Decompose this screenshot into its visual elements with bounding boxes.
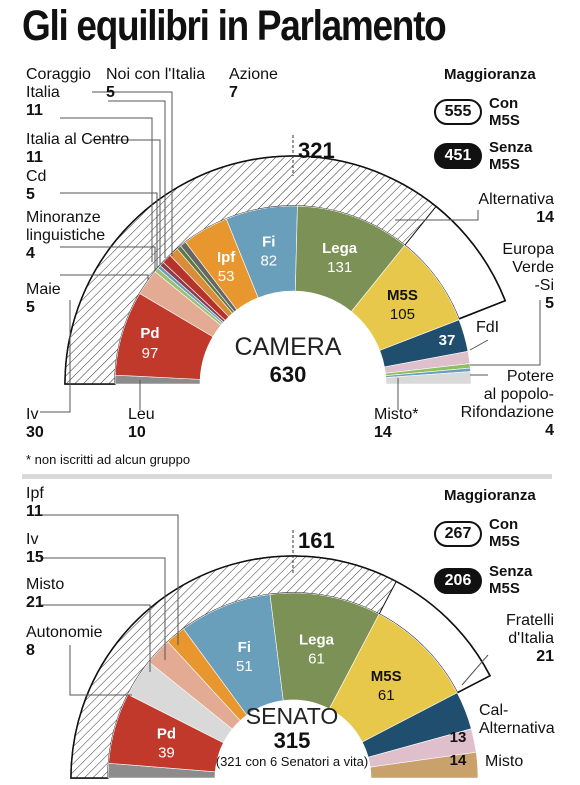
- maggioranza-label: Maggioranza: [444, 487, 536, 504]
- segment-label-pd: Pd: [157, 725, 176, 742]
- segment-value-m5s: 61: [378, 687, 395, 704]
- chamber-total: 315: [274, 728, 311, 753]
- leader-line: [469, 339, 489, 351]
- label-italia-centro: Italia al Centro 11: [26, 131, 130, 166]
- segment-misto: [385, 371, 472, 385]
- label-iv-senato: Iv 15: [26, 531, 44, 566]
- label-iv: Iv 30: [26, 406, 44, 441]
- segment-value-misto-right: 14: [450, 752, 467, 769]
- segment-value-ipf: 53: [218, 268, 235, 285]
- leader-line: [90, 139, 161, 265]
- label-ipf: Ipf 11: [26, 485, 44, 520]
- segment-value-fi: 82: [260, 253, 277, 270]
- segment-value-pd: 97: [142, 345, 159, 362]
- label-cd: Cd 5: [26, 168, 47, 203]
- chamber-label: CAMERA: [235, 333, 342, 361]
- majority-con-pill: 267: [434, 521, 482, 547]
- leader-line: [60, 117, 153, 262]
- majority-senza-label: Senza M5S: [489, 139, 533, 173]
- leader-line: [69, 645, 132, 696]
- segment-value-lega: 61: [308, 651, 325, 668]
- label-misto: Misto* 14: [374, 406, 419, 441]
- senato-chart: Pd 39 Fi 51 Lega 61 M5S 61 13 14 161 SENATO 315 (…: [40, 514, 492, 779]
- leader-line: [60, 246, 156, 271]
- label-cal-alternativa: Cal- Alternativa: [479, 702, 555, 737]
- majority-con-label: Con M5S: [489, 516, 520, 550]
- leader-line: [40, 300, 71, 413]
- label-coraggio: Coraggio Italia 11: [26, 66, 91, 119]
- label-europa-verde: Europa Verde -Si 5: [502, 241, 554, 312]
- segment-value-cal-alternativa: 13: [450, 729, 467, 746]
- segment-value-fi: 51: [236, 658, 253, 675]
- chamber-total: 630: [270, 362, 307, 387]
- maggioranza-label: Maggioranza: [444, 66, 536, 83]
- segment-value-fdi: 37: [439, 332, 456, 349]
- majority-threshold: 161: [298, 528, 335, 553]
- leader-line: [60, 192, 158, 268]
- senators-note: (321 con 6 Senatori a vita): [216, 754, 368, 769]
- label-alternativa: Alternativa 14: [478, 191, 554, 226]
- leader-line: [461, 654, 489, 686]
- leader-line: [395, 210, 479, 221]
- segment-label-pd: Pd: [140, 325, 159, 342]
- leader-line: [40, 514, 179, 645]
- majority-senza-pill: 451: [434, 143, 482, 169]
- label-autonomie: Autonomie 8: [26, 624, 103, 659]
- leader-line: [108, 100, 166, 258]
- label-azione: Azione 7: [229, 66, 278, 101]
- leader-line: [40, 557, 166, 660]
- segment-label-m5s: M5S: [387, 287, 418, 304]
- leader-line: [60, 274, 149, 280]
- leader-line: [470, 300, 541, 366]
- majority-threshold: 321: [298, 138, 335, 163]
- label-fratelli: Fratelli d'Italia 21: [505, 612, 554, 665]
- label-misto-right: Misto: [485, 753, 524, 770]
- majority-senza-pill: 206: [434, 568, 482, 594]
- segment-label-lega: Lega: [322, 240, 358, 257]
- label-maie: Maie 5: [26, 281, 61, 316]
- segment-label-fi: Fi: [262, 234, 275, 251]
- section-divider: [22, 474, 552, 479]
- majority-con-label: Con M5S: [489, 95, 520, 129]
- majority-senza-label: Senza M5S: [489, 563, 533, 597]
- label-noi-con-italia: Noi con l'Italia 5: [106, 66, 206, 101]
- label-leu: Leu 10: [128, 406, 155, 441]
- segment-label-ipf: Ipf: [217, 249, 236, 266]
- label-potere: Potere al popolo- Rifondazione 4: [460, 368, 554, 439]
- segment-value-lega: 131: [327, 259, 352, 276]
- label-fdi: FdI: [476, 319, 500, 336]
- label-minoranze: Minoranze linguistiche 4: [26, 209, 106, 262]
- label-misto-senato: Misto 21: [26, 576, 65, 611]
- leader-line: [40, 604, 151, 672]
- segment-value-pd: 39: [158, 744, 175, 761]
- majority-con-pill: 555: [434, 99, 482, 125]
- segment-value-m5s: 105: [390, 306, 415, 323]
- chamber-label: SENATO: [246, 703, 338, 729]
- segment-label-m5s: M5S: [371, 668, 402, 685]
- leader-line: [92, 91, 173, 256]
- segment-misto: [369, 751, 479, 779]
- segment-label-lega: Lega: [299, 632, 335, 649]
- footnote: * non iscritti ad alcun gruppo: [26, 452, 191, 467]
- segment-label-fi: Fi: [238, 639, 251, 656]
- page-title: Gli equilibri in Parlamento: [22, 2, 447, 50]
